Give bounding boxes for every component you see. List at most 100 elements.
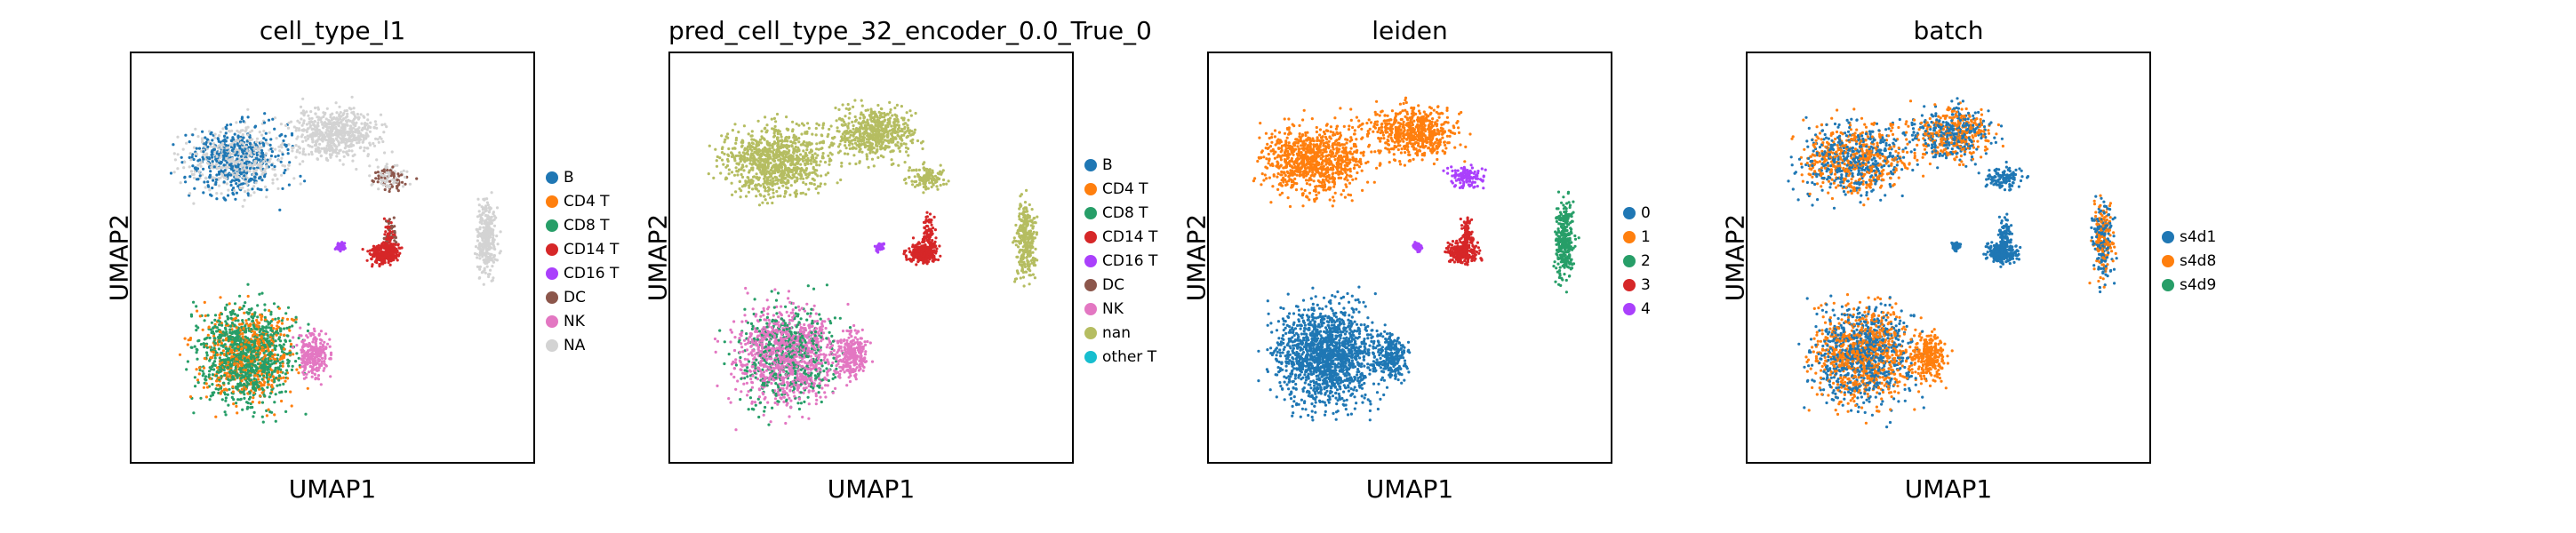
scatter-point <box>490 191 493 195</box>
scatter-point <box>281 187 284 190</box>
scatter-point <box>198 162 202 165</box>
scatter-point <box>268 157 272 161</box>
scatter-point <box>249 179 252 182</box>
scatter-point <box>291 364 294 368</box>
scatter-point <box>342 117 346 121</box>
scatter-point <box>734 141 738 145</box>
scatter-point <box>224 139 228 143</box>
scatter-point <box>248 346 252 349</box>
scatter-point <box>251 164 254 168</box>
scatter-point <box>730 171 734 174</box>
scatter-point <box>232 187 236 190</box>
scatter-point <box>216 166 220 170</box>
scatter-point <box>819 160 822 163</box>
scatter-point <box>278 391 282 394</box>
scatter-point <box>353 131 357 134</box>
scatter-point <box>372 255 376 259</box>
scatter-point <box>209 145 212 148</box>
scatter-point <box>366 250 370 253</box>
scatter-point <box>725 163 730 168</box>
scatter-point <box>219 166 222 170</box>
scatter-point <box>246 188 250 192</box>
scatter-point <box>276 178 279 181</box>
scatter-point <box>204 140 208 144</box>
scatter-point <box>220 323 224 327</box>
scatter-point <box>225 182 228 186</box>
scatter-point <box>268 373 271 377</box>
scatter-point <box>203 338 206 341</box>
scatter-point <box>236 319 240 322</box>
scatter-point <box>278 134 282 138</box>
scatter-point <box>270 342 274 346</box>
scatter-point <box>215 197 219 201</box>
scatter-point <box>292 146 295 149</box>
scatter-point <box>351 159 355 163</box>
scatter-point <box>282 382 285 386</box>
scatter-point <box>318 346 322 349</box>
scatter-point <box>790 155 794 159</box>
scatter-point <box>260 348 264 352</box>
scatter-point <box>267 118 271 122</box>
scatter-point <box>492 234 495 237</box>
scatter-point <box>380 179 383 182</box>
scatter-point <box>794 163 797 167</box>
scatter-point <box>302 114 306 117</box>
scatter-point <box>740 139 744 142</box>
scatter-point <box>263 394 267 398</box>
scatter-point <box>771 177 774 180</box>
scatter-point <box>772 188 775 192</box>
scatter-point <box>196 163 200 167</box>
scatter-point <box>271 375 275 378</box>
scatter-point <box>320 147 324 150</box>
scatter-point <box>233 313 236 316</box>
scatter-point <box>307 370 311 374</box>
scatter-point <box>785 144 788 147</box>
scatter-point <box>254 327 258 330</box>
scatter-point <box>282 139 285 143</box>
scatter-point <box>270 324 274 328</box>
scatter-point <box>481 206 484 210</box>
scatter-point <box>364 133 368 138</box>
scatter-point <box>266 158 269 162</box>
scatter-point <box>286 362 290 365</box>
scatter-point <box>216 343 220 346</box>
scatter-point <box>314 352 317 355</box>
scatter-point <box>736 173 740 177</box>
scatter-point <box>478 276 482 280</box>
scatter-point <box>487 274 491 279</box>
scatter-point <box>182 166 186 170</box>
scatter-point <box>290 133 294 137</box>
scatter-point <box>308 120 311 123</box>
scatter-point <box>734 139 738 142</box>
scatter-point <box>228 328 232 331</box>
scatter-point <box>490 221 493 225</box>
scatter-point <box>773 175 777 179</box>
scatter-point <box>777 158 780 162</box>
scatter-point <box>225 322 228 325</box>
scatter-point <box>254 140 259 144</box>
scatter-point <box>784 155 788 159</box>
scatter-point <box>210 165 213 169</box>
scatter-point <box>301 152 305 155</box>
scatter-point <box>195 178 199 181</box>
scatter-point <box>806 162 810 165</box>
scatter-point <box>381 183 385 187</box>
scatter-point <box>259 313 262 317</box>
scatter-point <box>223 373 227 378</box>
scatter-point <box>732 173 737 177</box>
scatter-point <box>313 131 316 135</box>
scatter-point <box>342 129 346 132</box>
scatter-point <box>317 366 321 370</box>
scatter-point <box>209 348 213 352</box>
scatter-point <box>231 378 235 381</box>
scatter-point <box>224 198 228 202</box>
scatter-point <box>274 339 277 343</box>
scatter-point <box>260 146 263 149</box>
scatter-point <box>779 132 782 136</box>
scatter-point <box>790 176 794 179</box>
scatter-point <box>221 127 225 131</box>
scatter-point <box>318 142 322 146</box>
scatter-point <box>288 329 292 332</box>
scatter-point <box>242 152 245 155</box>
scatter-point <box>224 338 228 342</box>
